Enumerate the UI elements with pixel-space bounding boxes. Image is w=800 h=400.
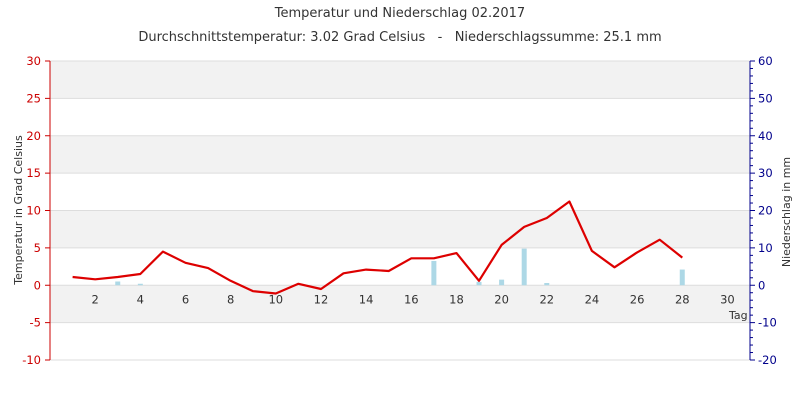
x-tick-label: 12 — [314, 292, 329, 306]
left-tick-label: 30 — [26, 54, 41, 68]
x-tick-label: 30 — [720, 292, 735, 306]
precip-bar — [476, 281, 482, 286]
plot-band — [50, 135, 750, 174]
precip-bar — [431, 260, 437, 286]
right-tick-label: 50 — [758, 91, 773, 105]
x-tick-label: 28 — [675, 292, 690, 306]
left-tick-label: 0 — [34, 278, 41, 292]
precip-bar — [679, 269, 685, 286]
left-tick-label: -5 — [30, 316, 41, 330]
x-tick-label: 18 — [449, 292, 464, 306]
right-tick-label: -10 — [758, 316, 777, 330]
x-tick-label: 24 — [585, 292, 600, 306]
grid-lines — [50, 60, 750, 361]
precipitation-bars — [115, 248, 685, 286]
right-tick-label: 0 — [758, 278, 765, 292]
x-tick-label: 26 — [630, 292, 645, 306]
left-tick-label: 5 — [34, 241, 41, 255]
right-tick-label: -20 — [758, 353, 777, 367]
x-tick-label: 20 — [494, 292, 509, 306]
plot-band — [50, 98, 750, 136]
left-tick-label: 25 — [26, 91, 41, 105]
left-tick-label: 20 — [26, 129, 41, 143]
plot-band — [50, 322, 750, 360]
y-axis-right-label: Niederschlag in mm — [780, 157, 793, 267]
left-axis-ticks: -10 -5 0 5 10 15 20 25 30 — [22, 54, 50, 367]
right-axis-ticks: -20 -10 0 10 20 30 40 50 60 — [750, 54, 777, 367]
plot-band — [50, 61, 750, 99]
x-axis-label: Tag — [728, 309, 748, 322]
left-tick-label: -10 — [22, 353, 41, 367]
x-axis-ticks: 2 4 6 8 10 12 14 16 18 20 22 24 26 28 30 — [91, 292, 734, 306]
chart-title: Temperatur und Niederschlag 02.2017 — [274, 6, 525, 21]
right-tick-label: 60 — [758, 54, 773, 68]
temperature-line — [72, 200, 683, 295]
precip-bar — [544, 283, 550, 286]
plot-band — [50, 247, 750, 286]
x-tick-label: 16 — [404, 292, 419, 306]
x-tick-label: 2 — [91, 292, 98, 306]
plot-band — [50, 210, 750, 248]
chart-subtitle: Durchschnittstemperatur: 3.02 Grad Celsi… — [138, 30, 661, 45]
x-tick-label: 6 — [182, 292, 189, 306]
plot-bands — [50, 61, 750, 360]
x-tick-label: 22 — [539, 292, 554, 306]
left-tick-label: 15 — [26, 166, 41, 180]
right-tick-label: 10 — [758, 241, 773, 255]
precip-bar — [499, 279, 505, 286]
y-axis-left-label: Temperatur in Grad Celsius — [12, 135, 25, 286]
plot-band — [50, 173, 750, 211]
left-tick-label: 10 — [26, 204, 41, 218]
precip-bar — [137, 283, 143, 286]
right-tick-label: 40 — [758, 129, 773, 143]
right-tick-label: 20 — [758, 204, 773, 218]
x-tick-label: 10 — [268, 292, 283, 306]
x-tick-label: 4 — [137, 292, 144, 306]
plot-band — [50, 285, 750, 323]
x-tick-label: 14 — [359, 292, 374, 306]
precip-bar — [115, 281, 121, 286]
x-tick-label: 8 — [227, 292, 234, 306]
right-tick-label: 30 — [758, 166, 773, 180]
precip-bar — [521, 248, 527, 286]
